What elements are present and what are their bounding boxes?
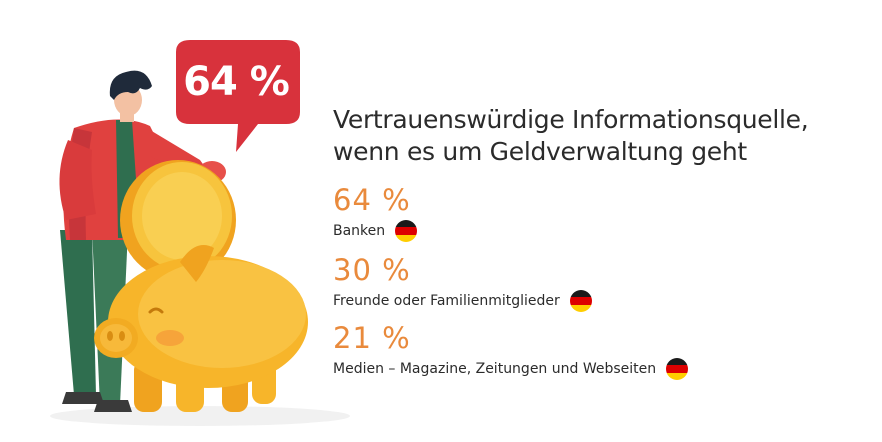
speech-bubble-text: 64 % bbox=[183, 59, 290, 105]
germany-flag-icon bbox=[569, 290, 592, 312]
piggy-bank-illustration bbox=[50, 40, 350, 426]
stat-value: 64 % bbox=[333, 183, 411, 217]
headline-line-1: Vertrauenswürdige Informationsquelle, bbox=[333, 105, 809, 134]
headline: Vertrauenswürdige Informationsquelle, we… bbox=[333, 104, 873, 168]
piggy-bank-icon bbox=[94, 245, 308, 412]
stat-label: Medien – Magazine, Zeitungen und Webseit… bbox=[333, 361, 657, 377]
stat-label: Freunde oder Familienmitglieder bbox=[333, 293, 560, 309]
stat-value: 21 % bbox=[333, 321, 411, 355]
stat-medien: 21 % Medien – Magazine, Zeitungen und We… bbox=[333, 321, 689, 380]
germany-flag-icon bbox=[395, 220, 418, 242]
speech-bubble-icon bbox=[176, 40, 300, 152]
headline-line-2: wenn es um Geldverwaltung geht bbox=[333, 137, 747, 166]
stat-freunde: 30 % Freunde oder Familienmitglieder bbox=[333, 254, 592, 312]
stat-value: 30 % bbox=[333, 253, 411, 287]
stat-label: Banken bbox=[333, 223, 386, 239]
germany-flag-icon bbox=[666, 358, 689, 380]
stat-banken: 64 % Banken bbox=[333, 183, 418, 242]
